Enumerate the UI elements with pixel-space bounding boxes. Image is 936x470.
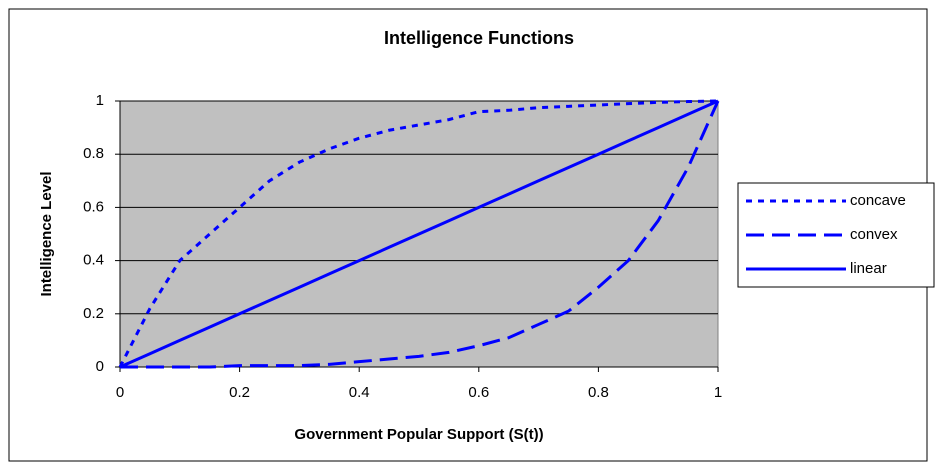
x-tick-label: 0	[116, 384, 124, 401]
y-tick-label: 0.8	[83, 145, 104, 162]
y-tick-label: 1	[96, 92, 104, 109]
y-tick-label: 0.2	[83, 305, 104, 322]
legend-label: linear	[850, 260, 887, 277]
x-tick-label: 0.2	[229, 384, 250, 401]
y-tick-label: 0.4	[83, 252, 104, 269]
y-tick-label: 0.6	[83, 198, 104, 215]
legend-label: convex	[850, 226, 898, 243]
line-series	[120, 100, 720, 369]
x-tick-label: 0.4	[349, 384, 370, 401]
line-series	[119, 99, 719, 369]
x-tick-label: 1	[714, 384, 722, 401]
y-axis-label: Intelligence Level	[38, 171, 55, 296]
x-axis-label: Government Popular Support (S(t))	[294, 426, 543, 443]
x-tick-label: 0.6	[468, 384, 489, 401]
chart-title: Intelligence Functions	[384, 28, 574, 48]
line-series	[118, 99, 719, 368]
y-tick-label: 0	[96, 358, 104, 375]
x-tick-label: 0.8	[588, 384, 609, 401]
legend-label: concave	[850, 192, 906, 209]
